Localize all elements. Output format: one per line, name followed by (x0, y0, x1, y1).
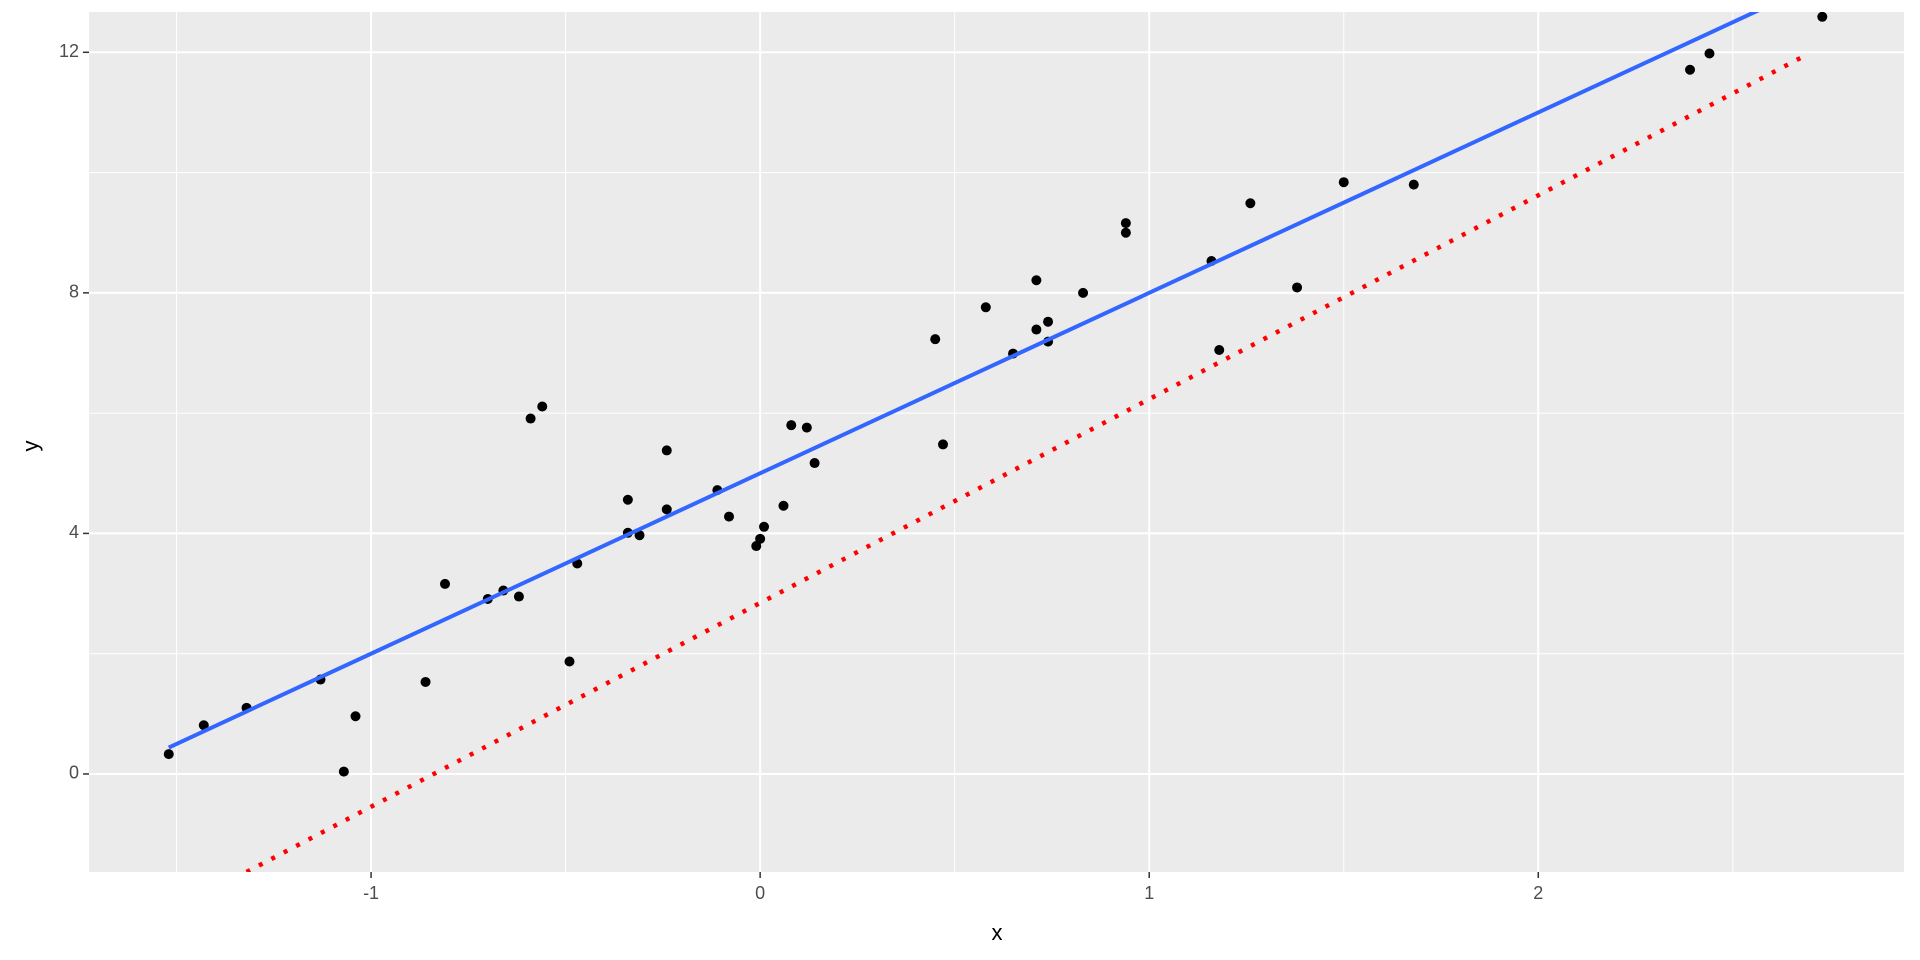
point (1120, 227, 1131, 238)
point (1120, 218, 1131, 229)
y-tick-label: 12 (59, 41, 79, 61)
point (809, 458, 820, 469)
point (338, 766, 349, 777)
point (537, 401, 548, 412)
point (1338, 177, 1349, 188)
x-tick-label: 2 (1533, 883, 1543, 903)
point (564, 656, 575, 667)
point (163, 749, 174, 760)
point (724, 511, 735, 522)
point (1685, 64, 1696, 75)
point (938, 439, 949, 450)
point (661, 445, 672, 456)
plot-panel (89, 12, 1904, 872)
x-tick-label: -1 (363, 883, 379, 903)
point (1408, 179, 1419, 190)
point (439, 578, 450, 589)
x-tick-label: 0 (755, 883, 765, 903)
point (755, 533, 766, 544)
point (778, 500, 789, 511)
x-tick-label: 1 (1144, 883, 1154, 903)
point (801, 422, 812, 433)
point (1704, 48, 1715, 59)
y-tick-label: 8 (69, 282, 79, 302)
y-tick-label: 0 (69, 763, 79, 783)
point (661, 504, 672, 515)
point (634, 530, 645, 541)
y-axis-title: y (18, 441, 43, 452)
point (420, 676, 431, 687)
point (525, 413, 536, 424)
point (786, 420, 797, 431)
point (930, 334, 941, 345)
point (1292, 282, 1303, 293)
point (1245, 198, 1256, 209)
point (1043, 316, 1054, 327)
plot-layer (163, 12, 1828, 872)
point (622, 494, 633, 505)
fit-line (167, 12, 1760, 750)
point (1078, 287, 1089, 298)
point (1031, 324, 1042, 335)
point (980, 302, 991, 313)
point (1817, 12, 1828, 22)
point (1214, 344, 1225, 355)
x-axis-title: x (992, 920, 1003, 945)
y-tick-label: 4 (69, 522, 79, 542)
point (198, 720, 209, 731)
point (513, 591, 524, 602)
point (759, 521, 770, 532)
point (1031, 275, 1042, 286)
point (350, 711, 361, 722)
